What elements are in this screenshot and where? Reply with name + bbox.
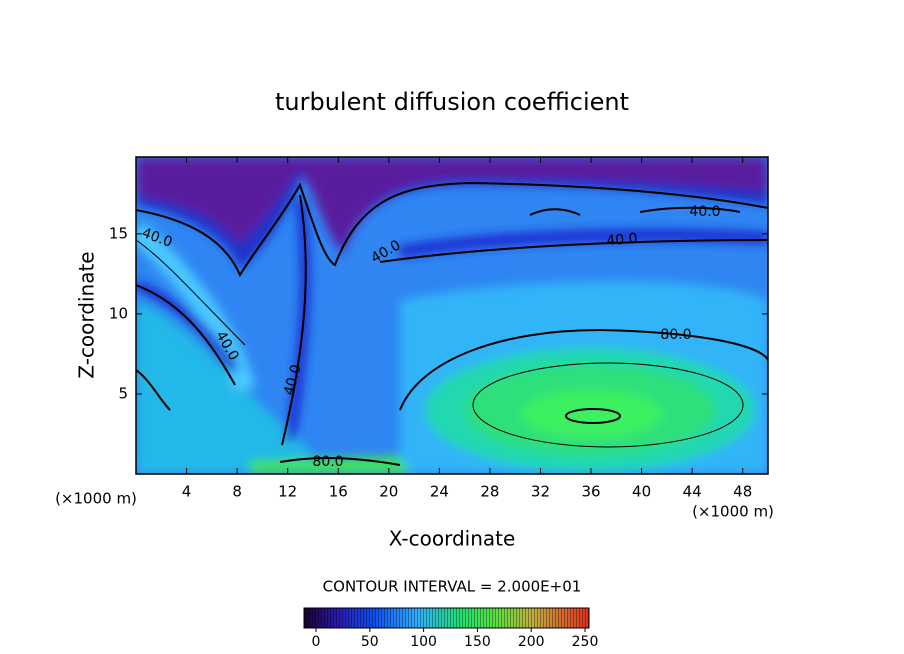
x-tick-label: 44 [683,483,702,501]
colorbar-tick-label: 0 [312,634,321,650]
contour-label: 40.0 [689,204,720,220]
colorbar-tick-label: 200 [518,634,545,650]
colorbar-tick-label: 50 [361,634,379,650]
x-tick-label: 20 [379,483,398,501]
colorbar-tick-label: 100 [410,634,437,650]
y-tick-label: 5 [118,384,128,402]
x-unit-label: (×1000 m) [55,490,137,508]
contour-label: 40.0 [281,363,305,397]
x-tick-label: 28 [480,483,499,501]
chart-title: turbulent diffusion coefficient [275,88,629,116]
colorbar-frame [303,607,590,629]
x-tick-label: 4 [182,483,192,501]
colorbar-label: CONTOUR INTERVAL = 2.000E+01 [323,578,582,596]
x-tick-label: 32 [531,483,550,501]
contour-label: 40.0 [606,231,638,250]
contour-label: 80.0 [312,454,343,470]
x-tick-label: 40 [632,483,651,501]
contour-field [136,157,768,474]
x-tick-label: 12 [278,483,297,501]
x-tick-label: 16 [329,483,348,501]
colorbar-tick-label: 150 [464,634,491,650]
y-tick-label: 10 [109,304,128,322]
x-axis-label: X-coordinate [389,527,516,551]
x-tick-label: 48 [733,483,752,501]
y-axis-label: Z-coordinate [75,251,99,378]
x-unit-label: (×1000 m) [692,503,774,521]
x-tick-label: 8 [232,483,242,501]
x-tick-label: 24 [430,483,449,501]
plot-frame [135,156,769,475]
contour-label: 80.0 [660,327,691,343]
contour-lines [136,181,768,466]
colorbar-tick-label: 250 [572,634,599,650]
x-tick-label: 36 [581,483,600,501]
y-tick-label: 15 [109,224,128,242]
